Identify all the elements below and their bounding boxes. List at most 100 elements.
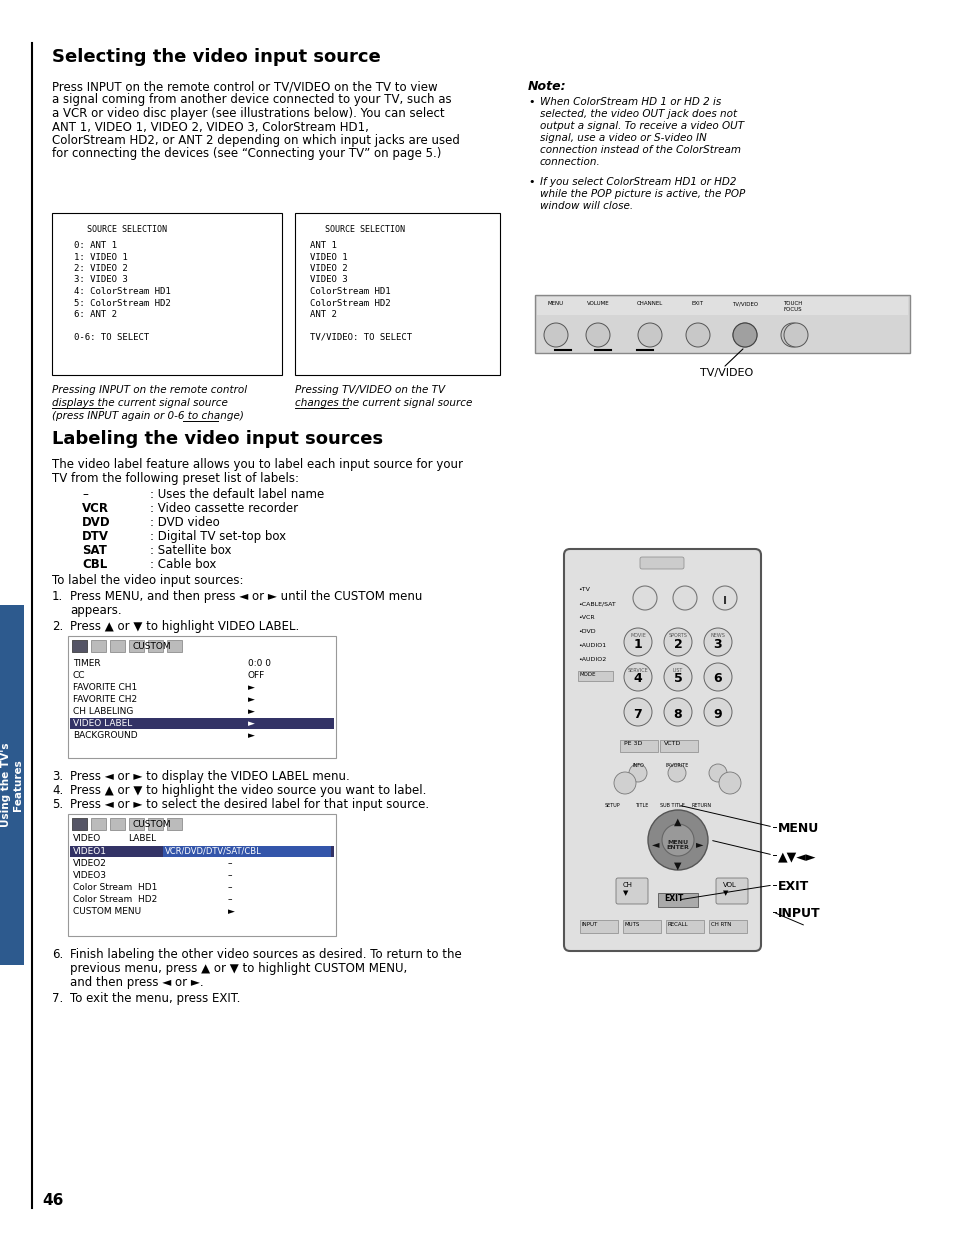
Text: 0: ANT 1: 0: ANT 1 [74, 241, 117, 249]
Text: a VCR or video disc player (see illustrations below). You can select: a VCR or video disc player (see illustra… [52, 107, 444, 120]
Text: VIDEO: VIDEO [73, 834, 101, 844]
Text: TOUCH
FOCUS: TOUCH FOCUS [782, 301, 801, 311]
Text: SERVICE: SERVICE [627, 668, 648, 673]
Text: ▼: ▼ [622, 890, 628, 897]
FancyBboxPatch shape [616, 878, 647, 904]
Text: Selecting the video input source: Selecting the video input source [52, 48, 380, 65]
Text: VOL: VOL [722, 882, 736, 888]
Text: TV/VIDEO: TO SELECT: TV/VIDEO: TO SELECT [310, 333, 412, 342]
Text: CH: CH [622, 882, 633, 888]
Text: ANT 2: ANT 2 [310, 310, 336, 319]
Text: ColorStream HD2, or ANT 2 depending on which input jacks are used: ColorStream HD2, or ANT 2 depending on w… [52, 135, 459, 147]
Circle shape [623, 663, 651, 692]
Text: –: – [228, 895, 233, 904]
Bar [167, 818, 182, 830]
Circle shape [708, 764, 726, 782]
Text: To label the video input sources:: To label the video input sources: [52, 574, 243, 587]
Bar [71, 818, 87, 830]
Text: VIDEO2: VIDEO2 [73, 860, 107, 868]
Text: previous menu, press ▲ or ▼ to highlight CUSTOM MENU,: previous menu, press ▲ or ▼ to highlight… [70, 962, 407, 974]
Bar [110, 640, 125, 652]
Text: MENU: MENU [547, 301, 563, 306]
Circle shape [732, 324, 757, 347]
Bar [110, 818, 125, 830]
Text: TITLE: TITLE [635, 803, 648, 808]
Text: Pressing TV/VIDEO on the TV: Pressing TV/VIDEO on the TV [294, 385, 445, 395]
Text: DVD: DVD [82, 516, 111, 529]
Text: CUSTOM MENU: CUSTOM MENU [73, 906, 141, 916]
Text: ▲: ▲ [674, 818, 681, 827]
Bar [68, 814, 335, 936]
Text: 3: VIDEO 3: 3: VIDEO 3 [74, 275, 128, 284]
Text: CBL: CBL [82, 558, 107, 571]
Text: SOURCE SELECTION: SOURCE SELECTION [325, 225, 405, 233]
Bar [0, 605, 24, 965]
Text: CC: CC [73, 671, 86, 680]
Text: FAVORITE CH1: FAVORITE CH1 [73, 683, 137, 692]
Text: INPUT: INPUT [581, 923, 598, 927]
Bar [658, 893, 698, 906]
Text: EXIT: EXIT [663, 894, 682, 903]
Text: DTV: DTV [82, 530, 109, 543]
Circle shape [661, 824, 693, 856]
Text: To exit the menu, press EXIT.: To exit the menu, press EXIT. [70, 992, 240, 1005]
Circle shape [781, 324, 804, 347]
Bar [659, 740, 698, 752]
Circle shape [633, 585, 657, 610]
Text: ►: ► [248, 731, 254, 740]
Text: Press ▲ or ▼ to highlight the video source you want to label.: Press ▲ or ▼ to highlight the video sour… [70, 784, 426, 797]
Text: 3.: 3. [52, 769, 63, 783]
Bar [71, 640, 87, 652]
Text: while the POP picture is active, the POP: while the POP picture is active, the POP [539, 189, 744, 199]
Text: SAT: SAT [82, 543, 107, 557]
Bar [71, 640, 87, 652]
Text: MUTS: MUTS [624, 923, 639, 927]
Bar [579, 920, 618, 932]
Text: 9: 9 [713, 708, 721, 720]
Text: ◄: ◄ [652, 839, 659, 848]
Text: 2.: 2. [52, 620, 63, 634]
Bar [148, 818, 163, 830]
Text: SOURCE SELECTION: SOURCE SELECTION [87, 225, 167, 233]
Circle shape [647, 810, 707, 869]
Text: When ColorStream HD 1 or HD 2 is: When ColorStream HD 1 or HD 2 is [539, 98, 720, 107]
Text: EXIT: EXIT [778, 881, 808, 893]
Text: 2: VIDEO 2: 2: VIDEO 2 [74, 264, 128, 273]
Text: Finish labeling the other video sources as desired. To return to the: Finish labeling the other video sources … [70, 948, 461, 961]
Text: If you select ColorStream HD1 or HD2: If you select ColorStream HD1 or HD2 [539, 177, 736, 186]
Text: : Digital TV set-top box: : Digital TV set-top box [150, 530, 286, 543]
Circle shape [732, 324, 757, 347]
Text: Press MENU, and then press ◄ or ► until the CUSTOM menu: Press MENU, and then press ◄ or ► until … [70, 590, 422, 603]
Text: –: – [82, 488, 88, 501]
Text: Pressing INPUT on the remote control: Pressing INPUT on the remote control [52, 385, 247, 395]
Text: Color Stream  HD1: Color Stream HD1 [73, 883, 157, 892]
Circle shape [638, 324, 661, 347]
Text: •AUDIO2: •AUDIO2 [578, 657, 605, 662]
Text: Press INPUT on the remote control or TV/VIDEO on the TV to view: Press INPUT on the remote control or TV/… [52, 80, 437, 93]
Text: changes the current signal source: changes the current signal source [294, 398, 472, 408]
Text: 6: ANT 2: 6: ANT 2 [74, 310, 117, 319]
Text: appears.: appears. [70, 604, 121, 618]
Circle shape [663, 629, 691, 656]
Text: 5.: 5. [52, 798, 63, 811]
Text: •CABLE/SAT: •CABLE/SAT [578, 601, 615, 606]
Text: 4.: 4. [52, 784, 63, 797]
Text: ▼: ▼ [722, 890, 727, 897]
Circle shape [623, 698, 651, 726]
Bar [129, 818, 144, 830]
Text: BACKGROUND: BACKGROUND [73, 731, 137, 740]
Text: 6.: 6. [52, 948, 63, 961]
Circle shape [672, 585, 697, 610]
Text: ▲▼◄►: ▲▼◄► [778, 850, 816, 863]
Bar [167, 640, 182, 652]
Text: 7: 7 [633, 708, 641, 720]
Bar [535, 295, 909, 353]
Text: ►: ► [696, 839, 703, 848]
Text: •: • [527, 98, 534, 107]
Text: MENU
ENTER: MENU ENTER [666, 840, 689, 851]
Text: 2: 2 [673, 637, 681, 651]
Text: ColorStream HD1: ColorStream HD1 [310, 287, 390, 296]
Text: 8: 8 [673, 708, 681, 720]
Text: ►: ► [228, 906, 234, 916]
Bar [70, 846, 334, 857]
